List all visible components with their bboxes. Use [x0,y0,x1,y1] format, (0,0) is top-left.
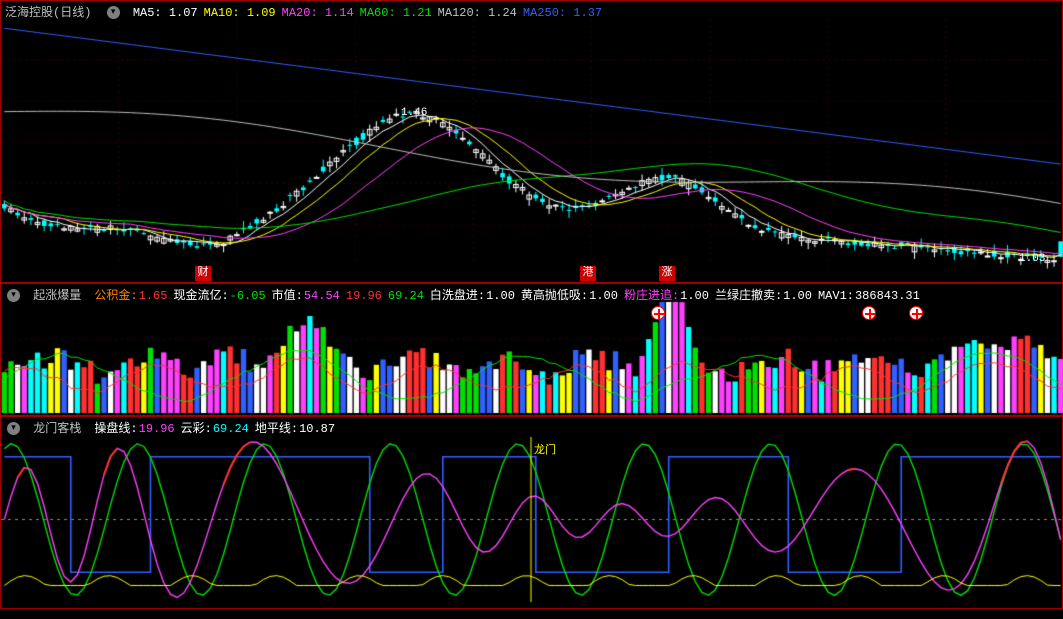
dropdown-icon[interactable]: ▾ [7,289,20,302]
ma-indicator: MA120: 1.24 [438,6,517,20]
event-marker: 港 [580,266,596,281]
indicator-value: 69.24 [213,422,249,436]
ma-indicator: MA60: 1.21 [360,6,432,20]
indicator-label: MAV1: [818,289,854,303]
indicator-label: 操盘线: [94,422,137,436]
indicator-label: 地平线: [255,422,298,436]
indicator-label: 现金流亿: [173,289,228,303]
indicator-value: 386843.31 [855,289,920,303]
event-marker: 财 [195,266,211,281]
event-marker: 涨 [659,266,675,281]
indicator-value: 54.54 [304,289,340,303]
ma-indicator: MA20: 1.14 [282,6,354,20]
indicator-value: 69.24 [388,289,424,303]
candlestick-panel: 泛海控股(日线) ▾ MA5: 1.07 MA10: 1.09 MA20: 1.14… [0,0,1063,283]
candlestick-canvas [1,1,1063,284]
panel3-title: 龙门客栈 [33,422,81,436]
stock-title: 泛海控股(日线) [5,6,91,20]
dropdown-icon[interactable]: ▾ [107,6,120,19]
indicator-value: 1.65 [139,289,168,303]
indicator-label: 粉庄进追: [624,289,679,303]
ma-indicator: MA5: 1.07 [133,6,198,20]
panel2-header: ▾ 起涨爆量 公积金:1.65 现金流亿:-6.05 市值:54.54 19.96 69… [5,286,932,303]
indicator-label: 公积金: [94,289,137,303]
ma-indicator: MA250: 1.37 [523,6,602,20]
panel3-header: ▾ 龙门客栈 操盘线:19.96 云彩:69.24 地平线:10.87 [5,419,347,436]
indicator-value: 1.00 [486,289,515,303]
indicator-value: 19.96 [139,422,175,436]
indicator-value: 1.00 [783,289,812,303]
indicator-label: 云彩: [181,422,212,436]
indicator-label: 黄高抛低吸: [521,289,588,303]
indicator-label: 白洗盘进: [430,289,485,303]
indicator-value: 10.87 [299,422,335,436]
indicator-value: 1.00 [680,289,709,303]
indicator-label: 市值: [272,289,303,303]
oscillator-panel: ▾ 龙门客栈 操盘线:19.96云彩:69.24地平线:10.87 龙门 [0,416,1063,609]
oscillator-canvas [1,417,1063,610]
indicator-value: 19.96 [346,289,382,303]
indicator-value: -6.05 [230,289,266,303]
plus-marker-icon [909,306,923,320]
volume-canvas [1,284,1063,417]
indicator-label: 兰绿庄撤卖: [715,289,782,303]
plus-marker-icon [862,306,876,320]
plus-marker-icon [651,306,665,320]
dropdown-icon[interactable]: ▾ [7,422,20,435]
panel2-title: 起涨爆量 [33,289,81,303]
volume-panel: ▾ 起涨爆量 公积金:1.65 现金流亿:-6.05 市值:54.54 19.96 69… [0,283,1063,416]
ma-indicator: MA10: 1.09 [204,6,276,20]
panel1-header: 泛海控股(日线) ▾ MA5: 1.07 MA10: 1.09 MA20: 1.14… [5,3,614,20]
indicator-value: 1.00 [589,289,618,303]
